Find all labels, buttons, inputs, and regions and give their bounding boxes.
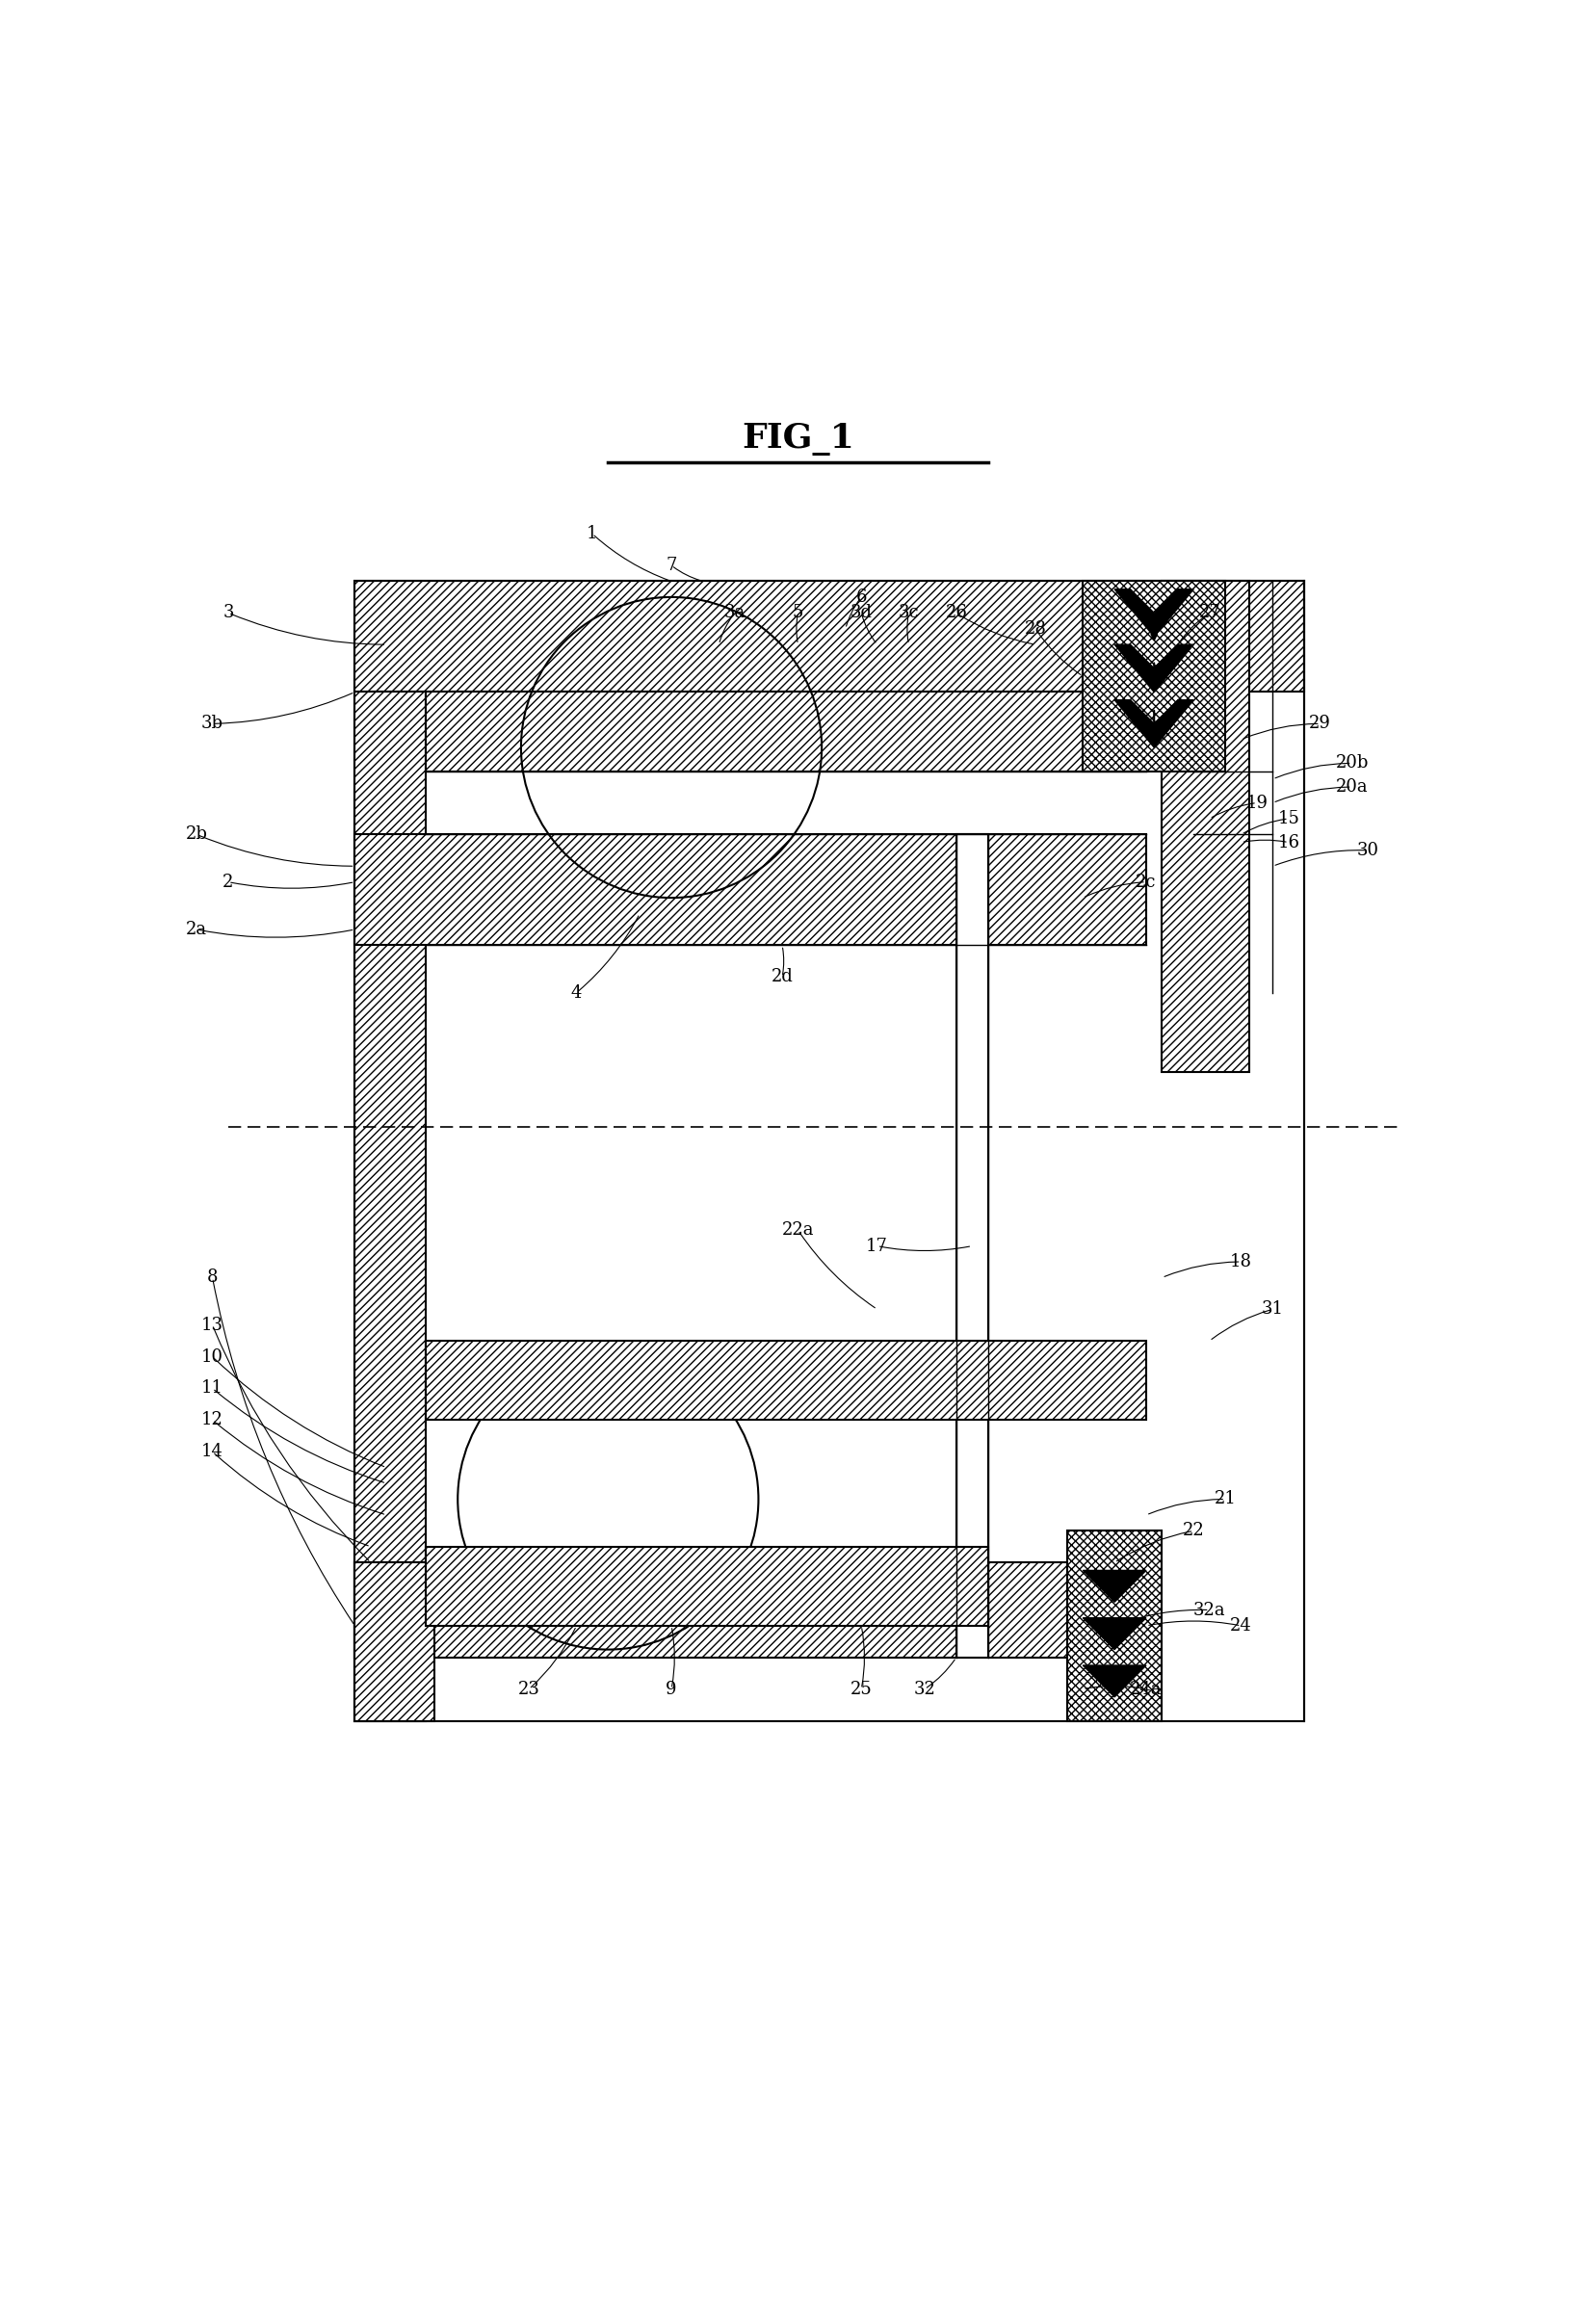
Text: 29: 29 — [1309, 716, 1331, 732]
Bar — [1068, 1531, 1162, 1720]
Polygon shape — [1114, 700, 1194, 748]
Text: 3b: 3b — [201, 716, 223, 732]
Text: 15: 15 — [1277, 810, 1299, 826]
Text: 1: 1 — [587, 525, 598, 543]
Text: 6: 6 — [855, 589, 867, 605]
Text: 7: 7 — [666, 557, 677, 573]
Text: 3c: 3c — [899, 603, 919, 622]
Text: 10: 10 — [201, 1349, 223, 1365]
Text: 20a: 20a — [1336, 778, 1368, 796]
Bar — [354, 1563, 434, 1720]
Bar — [426, 693, 1146, 771]
Text: 2c: 2c — [1136, 872, 1157, 891]
Text: 3d: 3d — [851, 603, 873, 622]
Text: 32: 32 — [913, 1680, 935, 1699]
Text: 12: 12 — [201, 1411, 223, 1430]
Text: 9: 9 — [666, 1680, 677, 1699]
Text: 24: 24 — [1231, 1616, 1253, 1634]
Bar — [1162, 582, 1250, 1073]
Polygon shape — [1114, 645, 1194, 693]
Text: 24a: 24a — [1130, 1680, 1162, 1699]
Text: 13: 13 — [201, 1317, 223, 1333]
Text: 2b: 2b — [185, 826, 207, 843]
Bar — [354, 582, 1304, 693]
Bar — [354, 1563, 1146, 1657]
Polygon shape — [1114, 589, 1194, 638]
Text: FIG_1: FIG_1 — [742, 424, 854, 456]
Bar — [354, 693, 426, 1720]
Text: 31: 31 — [1262, 1301, 1283, 1319]
Text: 25: 25 — [851, 1680, 873, 1699]
Text: 2: 2 — [223, 872, 233, 891]
Text: 22: 22 — [1183, 1522, 1205, 1540]
Text: 2d: 2d — [771, 969, 793, 985]
Polygon shape — [1082, 1664, 1146, 1697]
Text: 2a: 2a — [187, 921, 207, 939]
Text: 5: 5 — [793, 603, 803, 622]
Bar — [1082, 582, 1226, 771]
Text: 3a: 3a — [725, 603, 745, 622]
Text: 18: 18 — [1231, 1252, 1253, 1271]
Text: 23: 23 — [519, 1680, 539, 1699]
Text: 26: 26 — [945, 603, 967, 622]
Bar — [426, 1340, 1146, 1420]
Text: 27: 27 — [1199, 603, 1221, 622]
Bar — [354, 582, 1304, 1720]
Text: 11: 11 — [201, 1379, 223, 1397]
Text: 17: 17 — [867, 1236, 887, 1255]
Text: 21: 21 — [1215, 1489, 1237, 1508]
Bar — [956, 836, 988, 1657]
Text: 28: 28 — [1025, 619, 1047, 638]
Text: 30: 30 — [1357, 843, 1379, 859]
Text: 14: 14 — [201, 1443, 223, 1459]
Bar — [426, 1547, 988, 1625]
Polygon shape — [1082, 1570, 1146, 1602]
Text: 32a: 32a — [1194, 1602, 1226, 1618]
Text: 19: 19 — [1246, 794, 1269, 813]
Text: 16: 16 — [1277, 833, 1299, 852]
Bar — [354, 836, 1146, 946]
Text: 20b: 20b — [1336, 755, 1368, 771]
Text: 8: 8 — [207, 1268, 219, 1287]
Text: 4: 4 — [571, 983, 583, 1001]
Text: 3: 3 — [223, 603, 233, 622]
Polygon shape — [1082, 1618, 1146, 1651]
Text: 22a: 22a — [782, 1222, 814, 1238]
